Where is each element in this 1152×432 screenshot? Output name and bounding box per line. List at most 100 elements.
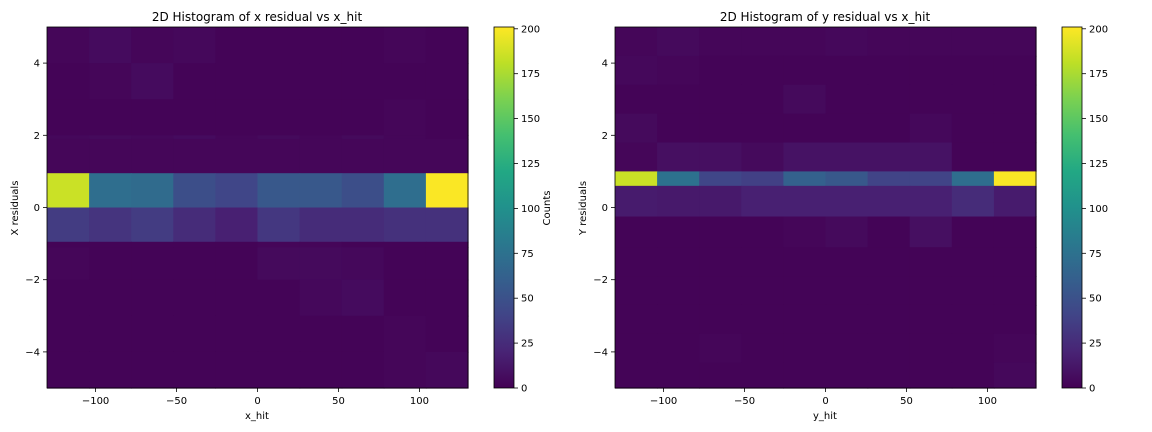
left-heatmap-cell: [341, 247, 385, 281]
left-heatmap-cell: [131, 241, 174, 248]
left-heatmap-cell: [425, 315, 469, 353]
left-heatmap-cell: [47, 279, 90, 317]
right-heatmap-cell: [657, 142, 700, 172]
right-heatmap-cell: [951, 84, 995, 115]
left-y-tick-label: 2: [34, 131, 40, 142]
right-heatmap-cell: [783, 142, 827, 172]
left-heatmap-cell: [89, 138, 132, 174]
left-heatmap-cell: [425, 279, 469, 317]
left-heatmap-cell: [47, 247, 90, 281]
left-colorbar: 0 25 50 75 100 125 150 175 200 Counts: [493, 24, 553, 395]
left-heatmap-cell: [341, 279, 385, 317]
left-heatmap-cell: [425, 99, 469, 136]
right-colorbar-tick-label: 0: [1089, 384, 1095, 395]
right-heatmap-cell: [867, 216, 911, 248]
left-heatmap-cell: [257, 135, 301, 140]
right-heatmap-cell: [909, 84, 953, 115]
right-heatmap-cell: [909, 113, 953, 144]
right-heatmap-cell: [993, 216, 1037, 248]
left-heatmap-cell: [257, 99, 301, 136]
right-heatmap-cell: [741, 84, 784, 115]
left-heatmap-cell: [173, 99, 216, 136]
right-heatmap-cell: [615, 84, 658, 115]
left-heatmap-cell: [425, 207, 469, 243]
right-heatmap-cell: [783, 84, 827, 115]
left-heatmap-cell: [299, 135, 343, 140]
right-heatmap-cell: [615, 276, 658, 306]
left-colorbar-tick-label: 200: [521, 24, 540, 35]
right-heatmap-cell: [951, 113, 995, 144]
right-heatmap-cell: [783, 171, 827, 187]
left-heatmap-cell: [47, 241, 90, 248]
right-heatmap-cell: [657, 55, 700, 86]
left-colorbar-tick-label: 100: [521, 204, 540, 215]
right-heatmap-cell: [993, 276, 1037, 306]
right-heatmap-cell: [699, 27, 742, 57]
left-heatmap-cell: [131, 315, 174, 353]
right-heatmap-cell: [825, 185, 869, 218]
left-heatmap-cell: [215, 27, 259, 64]
left-heatmap-cell: [215, 247, 259, 281]
right-heatmap-cell: [657, 27, 700, 57]
right-colorbar-tick-label: 100: [1089, 204, 1108, 215]
left-heatmap-cell: [173, 27, 216, 64]
left-colorbar-label: Counts: [542, 191, 553, 226]
right-heatmap-cell: [741, 247, 784, 277]
left-heatmap-cell: [215, 135, 259, 140]
left-heatmap-cell: [173, 351, 216, 389]
left-heatmap-cell: [383, 279, 427, 317]
right-heatmap-cell: [825, 142, 869, 172]
left-heatmap-cell: [257, 351, 301, 389]
left-heatmap-cell: [215, 173, 259, 209]
right-heatmap-cell: [867, 333, 911, 364]
right-heatmap-cell: [615, 216, 658, 248]
right-heatmap-cell: [909, 247, 953, 277]
right-heatmap-cell: [951, 216, 995, 248]
right-colorbar-tick-label: 125: [1089, 159, 1108, 170]
left-heatmap-cell: [341, 351, 385, 389]
left-heatmap-cell: [215, 207, 259, 243]
left-heatmap-cell: [383, 173, 427, 209]
right-chart-title: 2D Histogram of y residual vs x_hit: [720, 10, 931, 24]
right-heatmap-cell: [657, 185, 700, 218]
left-heatmap-cell: [89, 99, 132, 136]
left-heatmap-cell: [89, 315, 132, 353]
right-heatmap-cell: [867, 185, 911, 218]
left-heatmap-cell: [131, 138, 174, 174]
right-colorbar-tick-label: 75: [1089, 249, 1102, 260]
left-heatmap-cell: [299, 315, 343, 353]
right-heatmap-cell: [741, 304, 784, 335]
left-x-tick-label: −50: [166, 396, 187, 407]
left-x-tick-label: 0: [254, 396, 260, 407]
left-heatmap-cell: [131, 135, 174, 140]
left-colorbar-tick-label: 50: [521, 294, 534, 305]
right-heatmap-cell: [867, 113, 911, 144]
left-panel: 2D Histogram of x residual vs x_hit −100…: [10, 10, 469, 422]
right-heatmap-cell: [699, 84, 742, 115]
right-heatmap-cell: [783, 333, 827, 364]
right-heatmap-cell: [615, 304, 658, 335]
right-heatmap-cell: [951, 171, 995, 187]
right-x-tick-label: 100: [978, 396, 997, 407]
right-heatmap-cell: [993, 333, 1037, 364]
left-heatmap-cell: [299, 247, 343, 281]
left-heatmap-cell: [173, 241, 216, 248]
right-heatmap-cell: [825, 304, 869, 335]
left-heatmap-cell: [47, 63, 90, 100]
right-heatmap-cell: [741, 113, 784, 144]
right-heatmap-cell: [825, 276, 869, 306]
left-heatmap-cell: [173, 247, 216, 281]
left-colorbar-tick-label: 175: [521, 69, 540, 80]
right-heatmap-cell: [699, 171, 742, 187]
right-heatmap-cell: [699, 333, 742, 364]
right-heatmap-cell: [615, 333, 658, 364]
right-heatmap-cell: [699, 142, 742, 172]
right-heatmap-cell: [783, 27, 827, 57]
left-heatmap-cell: [425, 247, 469, 281]
right-heatmap-cell: [657, 84, 700, 115]
right-heatmap-cell: [741, 276, 784, 306]
right-heatmap-cell: [993, 142, 1037, 172]
left-heatmap-cell: [131, 99, 174, 136]
right-y-tick-label: −4: [593, 347, 608, 358]
